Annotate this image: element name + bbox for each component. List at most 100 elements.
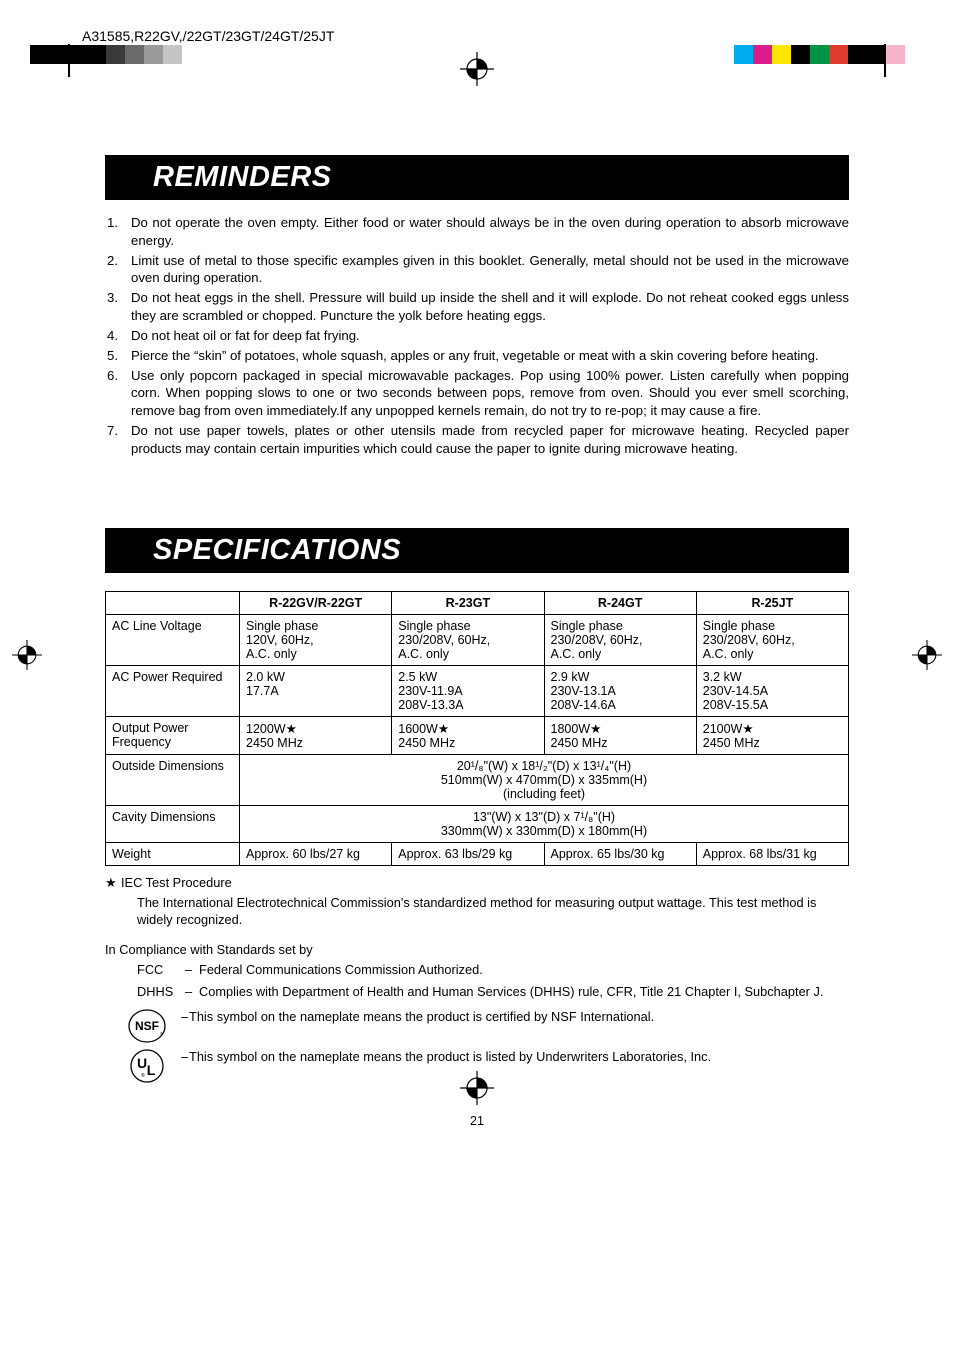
footnote-label: IEC Test Procedure bbox=[121, 874, 232, 891]
compliance-text: Complies with Department of Health and H… bbox=[199, 983, 849, 1000]
crop-bar-right bbox=[68, 44, 70, 77]
color-swatch bbox=[106, 45, 125, 64]
color-swatch bbox=[810, 45, 829, 64]
dash: – bbox=[175, 1008, 189, 1044]
compliance-text: This symbol on the nameplate means the p… bbox=[189, 1048, 849, 1084]
spec-header-row: R-22GV/R-22GT R-23GT R-24GT R-25JT bbox=[106, 591, 849, 614]
spec-cell: 2100W★2450 MHz bbox=[696, 716, 848, 754]
color-swatch bbox=[87, 45, 106, 64]
svg-text:U: U bbox=[137, 1055, 147, 1071]
reminders-body: Do not operate the oven empty. Either fo… bbox=[105, 214, 849, 458]
spec-cell: 1600W★2450 MHz bbox=[392, 716, 544, 754]
spec-cell: 3.2 kW230V-14.5A208V-15.5A bbox=[696, 665, 848, 716]
spec-row-output: Output PowerFrequency 1200W★2450 MHz 160… bbox=[106, 716, 849, 754]
compliance-label: FCC bbox=[137, 961, 185, 978]
dash: – bbox=[185, 961, 199, 978]
spec-cell: 2.0 kW17.7A bbox=[240, 665, 392, 716]
spec-row-ac-line: AC Line Voltage Single phase120V, 60Hz,A… bbox=[106, 614, 849, 665]
swatches-right bbox=[734, 45, 924, 64]
spec-row-outside: Outside Dimensions 20¹/₈"(W) x 18¹/₂"(D)… bbox=[106, 754, 849, 805]
color-swatch bbox=[182, 45, 201, 64]
spec-cell-full: 20¹/₈"(W) x 18¹/₂"(D) x 13¹/₄"(H)510mm(W… bbox=[240, 754, 849, 805]
spec-label: Weight bbox=[106, 842, 240, 865]
spec-label: AC Power Required bbox=[106, 665, 240, 716]
color-swatch bbox=[68, 45, 87, 64]
reminders-heading: REMINDERS bbox=[105, 155, 849, 200]
svg-text:®: ® bbox=[160, 1031, 163, 1036]
spec-cell: 1200W★2450 MHz bbox=[240, 716, 392, 754]
spec-col-4: R-25JT bbox=[696, 591, 848, 614]
color-swatch bbox=[734, 45, 753, 64]
spec-cell-full: 13"(W) x 13"(D) x 7¹/₈"(H)330mm(W) x 330… bbox=[240, 805, 849, 842]
spec-col-2: R-23GT bbox=[392, 591, 544, 614]
reminders-item: Limit use of metal to those specific exa… bbox=[105, 252, 849, 288]
reminders-item: Do not heat oil or fat for deep fat fryi… bbox=[105, 327, 849, 345]
spec-cell: Approx. 60 lbs/27 kg bbox=[240, 842, 392, 865]
reminders-item: Do not operate the oven empty. Either fo… bbox=[105, 214, 849, 250]
spec-cell: Single phase230/208V, 60Hz,A.C. only bbox=[696, 614, 848, 665]
color-swatch bbox=[163, 45, 182, 64]
color-swatch bbox=[886, 45, 905, 64]
spec-cell: Approx. 65 lbs/30 kg bbox=[544, 842, 696, 865]
star-icon: ★ bbox=[105, 874, 121, 891]
compliance-text: Federal Communications Commission Author… bbox=[199, 961, 849, 978]
color-swatch bbox=[753, 45, 772, 64]
footnote-text: The International Electrotechnical Commi… bbox=[105, 894, 849, 929]
spec-row-ac-power: AC Power Required 2.0 kW17.7A 2.5 kW230V… bbox=[106, 665, 849, 716]
specifications-table: R-22GV/R-22GT R-23GT R-24GT R-25JT AC Li… bbox=[105, 591, 849, 866]
spec-cell: Approx. 63 lbs/29 kg bbox=[392, 842, 544, 865]
spec-cell: Single phase120V, 60Hz,A.C. only bbox=[240, 614, 392, 665]
dash: – bbox=[185, 983, 199, 1000]
reminders-item: Do not use paper towels, plates or other… bbox=[105, 422, 849, 458]
spec-cell: 1800W★2450 MHz bbox=[544, 716, 696, 754]
color-swatch bbox=[30, 45, 49, 64]
color-swatch bbox=[772, 45, 791, 64]
reminders-item: Use only popcorn packaged in special mic… bbox=[105, 367, 849, 420]
color-swatch bbox=[791, 45, 810, 64]
spec-cell: 2.9 kW230V-13.1A208V-14.6A bbox=[544, 665, 696, 716]
document-id: A31585,R22GV,/22GT/23GT/24GT/25JT bbox=[82, 28, 334, 44]
reminders-list: Do not operate the oven empty. Either fo… bbox=[105, 214, 849, 458]
ul-icon: UL® bbox=[127, 1048, 175, 1084]
color-swatch bbox=[49, 45, 68, 64]
spec-cell: Approx. 68 lbs/31 kg bbox=[696, 842, 848, 865]
reminders-item: Pierce the “skin” of potatoes, whole squ… bbox=[105, 347, 849, 365]
reminders-item: Do not heat eggs in the shell. Pressure … bbox=[105, 289, 849, 325]
color-swatch bbox=[144, 45, 163, 64]
compliance-text: This symbol on the nameplate means the p… bbox=[189, 1008, 849, 1044]
registration-mark-right bbox=[912, 640, 942, 675]
nsf-icon: NSF® bbox=[127, 1008, 175, 1044]
spec-cell: Single phase230/208V, 60Hz,A.C. only bbox=[544, 614, 696, 665]
specifications-heading: SPECIFICATIONS bbox=[105, 528, 849, 573]
compliance-nsf: NSF® – This symbol on the nameplate mean… bbox=[105, 1008, 849, 1044]
page-number: 21 bbox=[105, 1114, 849, 1128]
registration-mark-left bbox=[12, 640, 42, 675]
spec-label: Cavity Dimensions bbox=[106, 805, 240, 842]
compliance-fcc: FCC – Federal Communications Commission … bbox=[105, 961, 849, 978]
spec-row-weight: Weight Approx. 60 lbs/27 kg Approx. 63 l… bbox=[106, 842, 849, 865]
color-swatch bbox=[829, 45, 848, 64]
registration-mark-bottom bbox=[460, 1071, 494, 1110]
color-swatch bbox=[848, 45, 867, 64]
spec-col-3: R-24GT bbox=[544, 591, 696, 614]
spec-label: Outside Dimensions bbox=[106, 754, 240, 805]
page-content: REMINDERS Do not operate the oven empty.… bbox=[105, 155, 849, 1128]
crop-bar-left bbox=[884, 44, 886, 77]
svg-text:®: ® bbox=[141, 1072, 145, 1079]
spec-col-1: R-22GV/R-22GT bbox=[240, 591, 392, 614]
spec-row-cavity: Cavity Dimensions 13"(W) x 13"(D) x 7¹/₈… bbox=[106, 805, 849, 842]
compliance-label: DHHS bbox=[137, 983, 185, 1000]
dash: – bbox=[175, 1048, 189, 1084]
compliance-dhhs: DHHS – Complies with Department of Healt… bbox=[105, 983, 849, 1000]
spec-cell: 2.5 kW230V-11.9A208V-13.3A bbox=[392, 665, 544, 716]
registration-mark-top bbox=[460, 52, 494, 91]
spec-cell: Single phase230/208V, 60Hz,A.C. only bbox=[392, 614, 544, 665]
svg-text:L: L bbox=[147, 1062, 156, 1078]
compliance-heading: In Compliance with Standards set by bbox=[105, 942, 849, 957]
svg-text:NSF: NSF bbox=[135, 1019, 159, 1033]
spec-label: AC Line Voltage bbox=[106, 614, 240, 665]
swatches-left bbox=[30, 45, 220, 64]
color-swatch bbox=[201, 45, 220, 64]
color-swatch bbox=[125, 45, 144, 64]
color-swatch bbox=[905, 45, 924, 64]
